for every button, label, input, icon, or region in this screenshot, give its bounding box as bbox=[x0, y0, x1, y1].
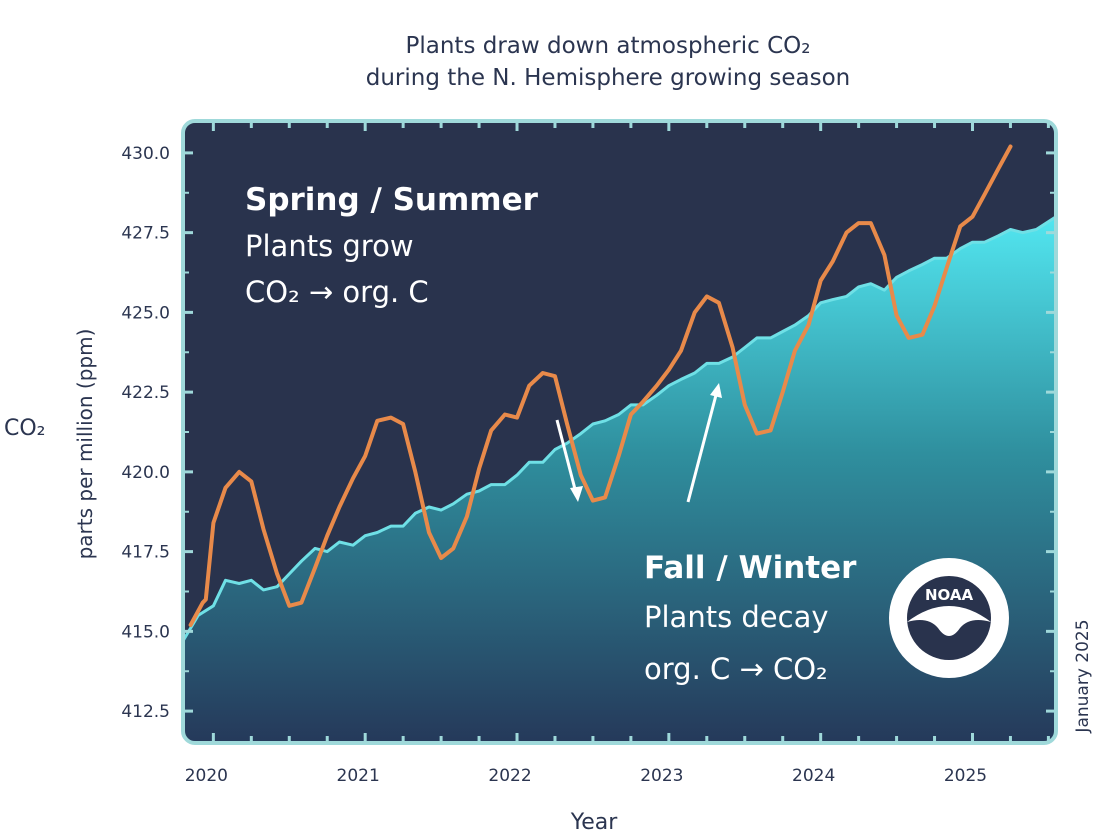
up-arrow-head bbox=[710, 383, 722, 398]
series-line-trend bbox=[183, 215, 1056, 643]
tick-labels: 412.5 415.0 417.5 420.0 422.5 425.0 427.5 430.0… bbox=[121, 144, 987, 786]
x-tick-label: 2023 bbox=[640, 766, 683, 786]
y-tick-label: 420.0 bbox=[121, 463, 170, 483]
x-tick-label: 2020 bbox=[185, 766, 228, 786]
y-tick-label: 415.0 bbox=[121, 622, 170, 642]
y-tick-label: 422.5 bbox=[121, 383, 170, 403]
y-tick-label: 427.5 bbox=[121, 224, 170, 244]
y-axis-label: CO₂ bbox=[4, 416, 46, 441]
y-tick-label: 417.5 bbox=[121, 543, 170, 563]
annotation-spring-heading: Spring / Summer bbox=[245, 182, 539, 218]
y-tick-label: 425.0 bbox=[121, 303, 170, 323]
y-tick-label: 412.5 bbox=[121, 702, 170, 722]
noaa-logo-bird bbox=[907, 606, 991, 636]
down-arrow bbox=[555, 419, 578, 494]
x-axis-label: Year bbox=[570, 810, 618, 835]
annotation-spring-line2: CO₂ → org. C bbox=[245, 275, 429, 309]
annotation-fall-heading: Fall / Winter bbox=[644, 550, 857, 586]
chart-title-line1: Plants draw down atmospheric CO₂ bbox=[405, 33, 811, 59]
annotations: Spring / Summer Plants grow CO₂ → org. C… bbox=[245, 182, 857, 686]
annotation-fall-line2: org. C → CO₂ bbox=[644, 652, 828, 686]
x-tick-label: 2022 bbox=[488, 766, 531, 786]
up-arrow bbox=[686, 394, 718, 503]
axis-ticks bbox=[183, 121, 1056, 743]
down-arrow-head bbox=[570, 486, 583, 502]
x-tick-label: 2025 bbox=[944, 766, 987, 786]
series-line-monthly bbox=[188, 144, 1013, 627]
annotation-spring-line1: Plants grow bbox=[245, 229, 414, 263]
x-tick-label: 2021 bbox=[337, 766, 380, 786]
noaa-logo-text: NOAA bbox=[925, 586, 974, 604]
trend-area bbox=[183, 216, 1056, 743]
chart-title: Plants draw down atmospheric CO₂ during … bbox=[300, 30, 916, 94]
x-tick-label: 2024 bbox=[792, 766, 835, 786]
chart-subtitle: during the N. Hemisphere growing season bbox=[365, 65, 851, 91]
annotation-arrows bbox=[555, 383, 722, 503]
annotation-fall-line1: Plants decay bbox=[644, 600, 829, 634]
y-tick-label: 430.0 bbox=[121, 144, 170, 164]
noaa-logo: NOAA bbox=[889, 558, 1009, 678]
plot-area bbox=[183, 144, 1056, 743]
